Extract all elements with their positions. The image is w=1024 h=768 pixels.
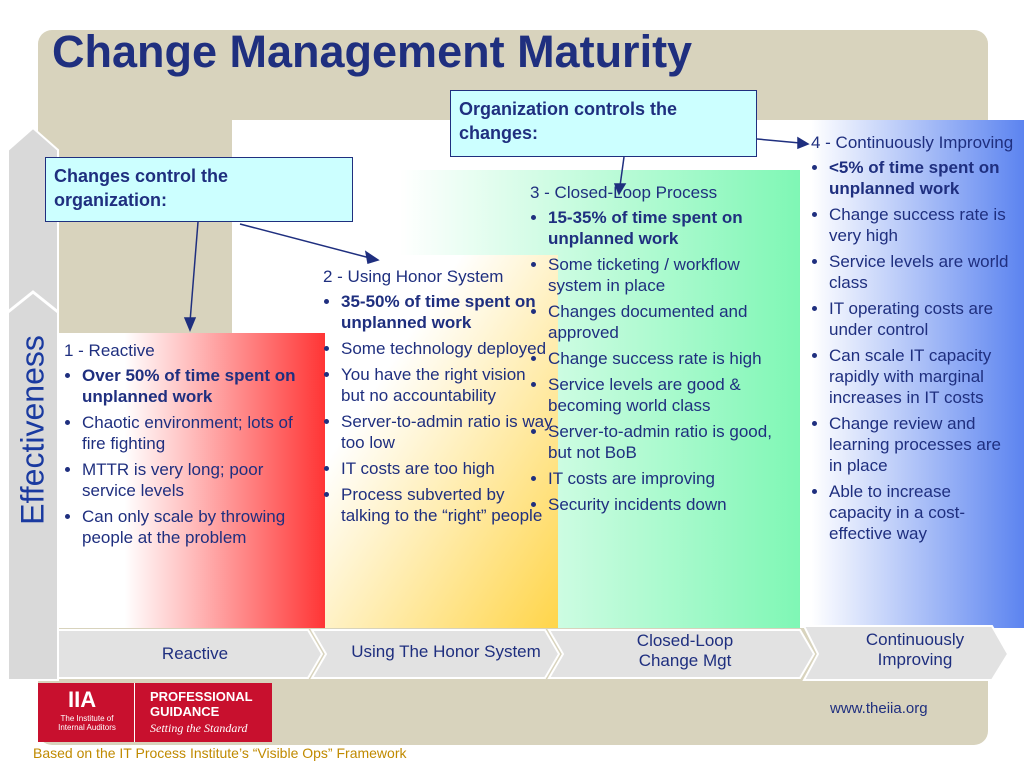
bullet: IT costs are too high	[341, 458, 553, 479]
url: www.theiia.org	[830, 700, 928, 717]
pointer	[756, 138, 801, 144]
bullet: 15-35% of time spent on unplanned work	[548, 207, 792, 249]
bullet: Some ticketing / workflow system in plac…	[548, 254, 792, 296]
arrowhead	[613, 183, 627, 196]
level-1-box	[58, 333, 325, 628]
level-4-box	[800, 120, 1024, 628]
bullet: Change success rate is high	[548, 348, 792, 369]
bullet: Change review and learning processes are…	[829, 413, 1016, 476]
effectiveness-arrow	[7, 126, 59, 681]
arrow-chevron	[7, 290, 59, 314]
arrowhead	[797, 136, 810, 150]
logo: IIA The Institute of Internal Auditors P…	[38, 683, 272, 742]
bullet-list: 15-35% of time spent on unplanned work So…	[530, 207, 792, 515]
level-2-box	[315, 255, 558, 628]
title: Change Management Maturity	[52, 26, 693, 77]
bullet: 35-50% of time spent on unplanned work	[341, 291, 553, 333]
callout: Organization controls the changes:	[450, 90, 757, 157]
bullet-list: 35-50% of time spent on unplanned work So…	[323, 291, 553, 526]
pointer	[619, 156, 625, 187]
bullet: Change success rate is very high	[829, 204, 1016, 246]
bullet: Chaotic environment; lots of fire fighti…	[82, 412, 319, 454]
stage-chevron	[310, 629, 561, 679]
logo-divider	[134, 683, 135, 742]
stage-chevron	[57, 629, 324, 679]
bullet: You have the right vision but no account…	[341, 364, 553, 406]
level-text: 3 - Closed-Loop Process 15-35% of time sp…	[530, 182, 792, 520]
bullet: Service levels are world class	[829, 251, 1016, 293]
y-label: Effectiveness	[14, 335, 51, 525]
bullet: Able to increase capacity in a cost-effe…	[829, 481, 1016, 544]
stage-label: Closed-Loop Change Mgt	[636, 631, 734, 670]
bullet: IT costs are improving	[548, 468, 792, 489]
level-text: 1 - Reactive Over 50% of time spent on un…	[64, 340, 319, 553]
logo-tagline: Setting the Standard	[150, 721, 248, 735]
stage-chevron	[802, 625, 1010, 681]
bullet: IT operating costs are under control	[829, 298, 1016, 340]
bullet: <5% of time spent on unplanned work	[829, 157, 1016, 199]
callout: Changes control the organization:	[45, 157, 353, 222]
level-text: 4 - Continuously Improving <5% of time sp…	[811, 132, 1016, 549]
level-heading: 4 - Continuously Improving	[811, 133, 1014, 152]
stage-chevron	[547, 629, 816, 679]
pointer	[189, 221, 199, 323]
bullet: Process subverted by talking to the “rig…	[341, 484, 553, 526]
bullet: Changes documented and approved	[548, 301, 792, 343]
logo-brand: PROFESSIONAL GUIDANCE	[150, 689, 253, 719]
level-heading: 2 - Using Honor System	[323, 267, 504, 286]
bullet: Server-to-admin ratio is way too low	[341, 411, 553, 453]
footer: Based on the IT Process Institute’s “Vis…	[33, 745, 407, 761]
level-heading: 1 - Reactive	[64, 341, 155, 360]
pointer	[239, 223, 371, 259]
stage-label: Using The Honor System	[351, 642, 541, 661]
level-heading: 3 - Closed-Loop Process	[530, 183, 718, 202]
bullet: Some technology deployed	[341, 338, 553, 359]
bullet: Security incidents down	[548, 494, 792, 515]
bullet: Service levels are good & becoming world…	[548, 374, 792, 416]
level-text: 2 - Using Honor System 35-50% of time spe…	[323, 266, 553, 531]
bullet-list: <5% of time spent on unplanned work Chang…	[811, 157, 1016, 544]
logo-org: The Institute of Internal Auditors	[58, 714, 116, 732]
bullet: Over 50% of time spent on unplanned work	[82, 365, 319, 407]
bullet-list: Over 50% of time spent on unplanned work…	[64, 365, 319, 548]
stage-label: Reactive	[161, 644, 229, 663]
bullet: Can only scale by throwing people at the…	[82, 506, 319, 548]
logo-mark: IIA	[68, 687, 97, 712]
arrowhead	[183, 317, 197, 332]
bullet: MTTR is very long; poor service levels	[82, 459, 319, 501]
bullet: Server-to-admin ratio is good, but not B…	[548, 421, 792, 463]
arrowhead	[364, 250, 380, 264]
stage-label: Continuously Improving	[865, 630, 965, 669]
bullet: Can scale IT capacity rapidly with margi…	[829, 345, 1016, 408]
